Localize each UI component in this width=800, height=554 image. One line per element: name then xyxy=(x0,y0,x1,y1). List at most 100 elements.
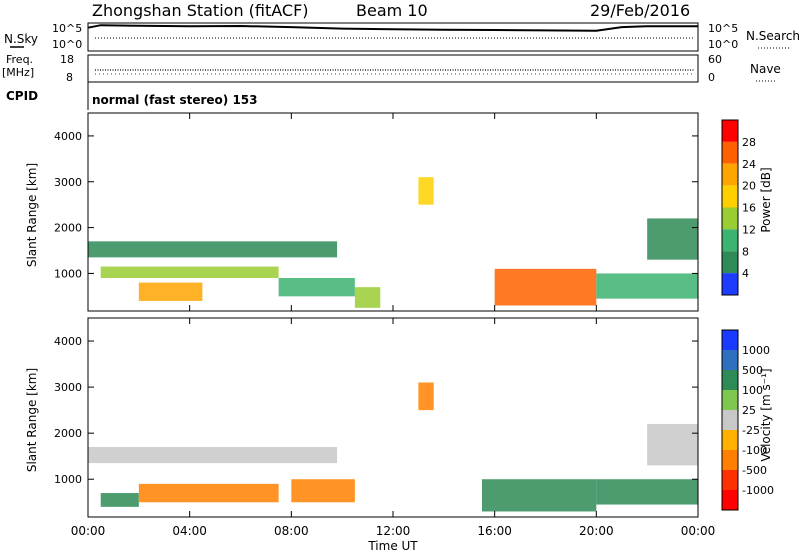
freq-panel-frame xyxy=(87,54,699,83)
power-ylabel: Slant Range [km] xyxy=(25,163,39,267)
heatmap-region-7 xyxy=(647,423,698,466)
date-label: 29/Feb/2016 xyxy=(590,1,690,20)
power-colorbar-label: Power [dB] xyxy=(759,167,773,232)
velocity-heatmap xyxy=(88,382,698,512)
colorbar-tick-label: 100 xyxy=(742,384,763,397)
colorbar-swatch xyxy=(722,350,738,370)
colorbar-swatch xyxy=(722,120,738,142)
velocity-colorbar: 1000 500 100 25 -25 -100 -500 -1000 xyxy=(721,329,774,511)
colorbar-swatch xyxy=(722,390,738,410)
heatmap-region-1 xyxy=(100,493,139,507)
colorbar-swatch xyxy=(722,229,738,252)
colorbar-swatch xyxy=(722,207,738,230)
power-heatmap xyxy=(88,177,698,308)
colorbar-swatch xyxy=(722,251,738,274)
velocity-yaxis: 4000 3000 2000 1000 xyxy=(54,335,698,486)
ytick-label: 1000 xyxy=(54,267,82,280)
heatmap-region-3 xyxy=(278,278,355,297)
colorbar-tick-label: 28 xyxy=(742,136,756,149)
colorbar-tick-label: 25 xyxy=(742,404,756,417)
chart-title: Zhongshan Station (fitACF) xyxy=(92,1,309,20)
ytick-label: 2000 xyxy=(54,222,82,235)
colorbar-swatch xyxy=(722,330,738,350)
nsky-tick-right-top: 10^5 xyxy=(708,22,738,35)
colorbar-swatch xyxy=(722,490,738,510)
colorbar-swatch xyxy=(722,370,738,390)
heatmap-region-6 xyxy=(494,268,597,306)
colorbar-swatch xyxy=(722,273,738,295)
ytick-label: 2000 xyxy=(54,427,82,440)
xtick-label: 16:00 xyxy=(477,524,512,538)
heatmap-region-2 xyxy=(138,282,203,301)
colorbar-swatch xyxy=(722,410,738,430)
colorbar-swatch xyxy=(722,163,738,186)
colorbar-swatch xyxy=(722,450,738,470)
xtick-label: 00:00 xyxy=(71,524,106,538)
ytick-label: 1000 xyxy=(54,473,82,486)
nsky-tick-left-bottom: 10^0 xyxy=(52,38,82,51)
nave-label: Nave xyxy=(750,62,781,76)
freq-tick-right-bottom: 0 xyxy=(708,71,715,84)
colorbar-swatch xyxy=(722,185,738,208)
heatmap-region-1 xyxy=(100,266,279,278)
colorbar-tick-label: 20 xyxy=(742,180,756,193)
freq-label-line2: [MHz] xyxy=(2,66,34,79)
nsky-tick-left-top: 10^5 xyxy=(52,22,82,35)
colorbar-tick-label: -25 xyxy=(742,424,760,437)
ytick-label: 3000 xyxy=(54,176,82,189)
colorbar-tick-label: 500 xyxy=(742,364,763,377)
nsky-series-line xyxy=(87,24,698,32)
velocity-ylabel: Slant Range [km] xyxy=(25,368,39,472)
colorbar-tick-label: 1000 xyxy=(742,344,770,357)
heatmap-region-4 xyxy=(354,287,381,308)
freq-tick-left-top: 18 xyxy=(60,53,74,66)
heatmap-region-3 xyxy=(291,479,355,503)
heatmap-region-5 xyxy=(481,479,597,512)
heatmap-region-0 xyxy=(88,446,338,464)
xtick-label: 04:00 xyxy=(172,524,207,538)
xtick-label: 20:00 xyxy=(579,524,614,538)
nsearch-label: N.Search xyxy=(746,29,800,43)
power-yaxis: 4000 3000 2000 1000 xyxy=(54,130,698,280)
xtick-label: 12:00 xyxy=(376,524,411,538)
xtick-label: 00:00 xyxy=(681,524,716,538)
colorbar-tick-label: 4 xyxy=(742,267,749,280)
heatmap-region-8 xyxy=(647,218,698,260)
colorbar-tick-label: -500 xyxy=(742,464,767,477)
xtick-label: 08:00 xyxy=(274,524,309,538)
colorbar-tick-label: 16 xyxy=(742,202,756,215)
cpid-label: CPID xyxy=(6,89,38,103)
xaxis-label: Time UT xyxy=(367,539,418,553)
nsky-label: N.Sky xyxy=(4,32,38,46)
nsky-tick-right-bottom: 10^0 xyxy=(708,38,738,51)
colorbar-swatch xyxy=(722,470,738,490)
colorbar-tick-label: 12 xyxy=(742,223,756,236)
ytick-label: 4000 xyxy=(54,335,82,348)
ytick-label: 4000 xyxy=(54,130,82,143)
colorbar-tick-label: -1000 xyxy=(742,484,774,497)
colorbar-frame xyxy=(721,329,739,511)
heatmap-region-6 xyxy=(596,479,698,505)
freq-tick-right-top: 60 xyxy=(708,53,722,66)
nsky-panel-frame xyxy=(87,22,699,52)
cpid-text: normal (fast stereo) 153 xyxy=(92,93,258,107)
freq-tick-left-bottom: 8 xyxy=(66,71,73,84)
velocity-colorbar-label: Velocity [m s⁻¹] xyxy=(759,368,773,461)
colorbar-swatch xyxy=(722,141,738,164)
colorbar-tick-label: 24 xyxy=(742,158,756,171)
colorbar-frame xyxy=(721,119,739,296)
power-colorbar: 28 24 20 16 12 8 4 xyxy=(721,119,756,296)
heatmap-region-4 xyxy=(418,382,434,411)
beam-label: Beam 10 xyxy=(356,1,428,20)
heatmap-region-0 xyxy=(88,241,338,258)
colorbar-swatch xyxy=(722,430,738,450)
time-axis: 00:00 04:00 08:00 12:00 16:00 20:00 00:00 xyxy=(71,113,716,538)
heatmap-region-7 xyxy=(596,273,698,299)
ytick-label: 3000 xyxy=(54,381,82,394)
colorbar-tick-label: -100 xyxy=(742,444,767,457)
colorbar-tick-label: 8 xyxy=(742,245,749,258)
heatmap-region-2 xyxy=(138,483,279,503)
freq-label-line1: Freq. xyxy=(6,53,33,66)
heatmap-region-5 xyxy=(418,177,434,205)
